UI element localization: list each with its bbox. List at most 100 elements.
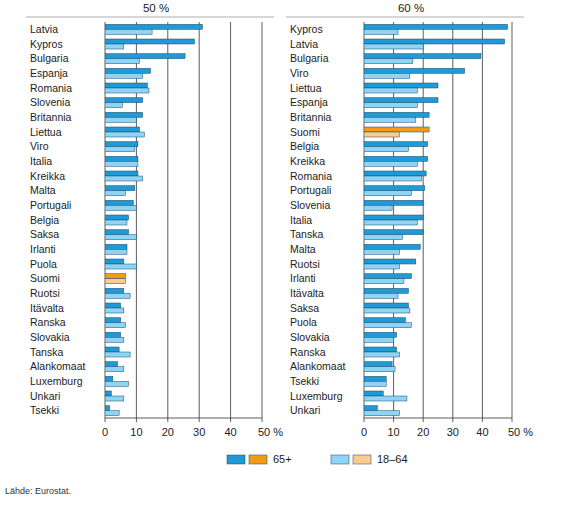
category-label: Tsekki: [30, 404, 59, 416]
grid-line: [512, 22, 513, 422]
grid-line: [262, 22, 263, 422]
legend-swatch: [353, 455, 371, 464]
bar: [105, 127, 140, 132]
bar: [364, 220, 417, 225]
category-label: Romania: [30, 82, 72, 94]
category-label: Kreikka: [290, 155, 325, 167]
bar: [364, 274, 411, 279]
bar: [364, 381, 386, 386]
bar: [364, 127, 429, 132]
tick-label: 20: [162, 426, 174, 438]
bar: [364, 396, 407, 401]
category-label: Bulgaria: [30, 52, 69, 64]
category-label: Ruotsi: [30, 287, 60, 299]
category-label: Liettua: [290, 82, 322, 94]
bar: [364, 367, 395, 372]
bar: [105, 347, 119, 352]
category-label: Saksa: [290, 302, 319, 314]
bar: [364, 117, 416, 122]
tick-label: 50 %: [258, 426, 283, 438]
category-label: Malta: [30, 184, 56, 196]
title-rule: [286, 17, 524, 18]
category-label: Suomi: [30, 272, 60, 284]
panel: 50 %01020304050 %LatviaKyprosBulgariaEsp…: [26, 2, 283, 438]
bar: [364, 44, 423, 49]
category-label: Puola: [290, 316, 317, 328]
category-label: Irlanti: [30, 243, 56, 255]
panel: 60 %01020304050 %KyprosLatviaBulgariaVir…: [286, 2, 533, 438]
axis-line: [364, 418, 512, 419]
bar: [105, 147, 135, 152]
bar: [364, 215, 423, 220]
bar: [364, 98, 438, 103]
category-label: Belgia: [290, 140, 319, 152]
bar: [105, 259, 124, 264]
bar: [105, 205, 136, 210]
title: 50 %: [143, 2, 169, 14]
bar: [105, 293, 130, 298]
tick-label: 10: [130, 426, 142, 438]
bar: [364, 288, 408, 293]
category-label: Saksa: [30, 228, 59, 240]
category-label: Italia: [290, 214, 312, 226]
grid-line: [167, 22, 168, 422]
category-label: Irlanti: [290, 272, 316, 284]
bar: [105, 200, 133, 205]
category-label: Slovenia: [30, 96, 70, 108]
tick-label: 40: [476, 426, 488, 438]
category-label: Viro: [290, 67, 309, 79]
title: 60 %: [398, 2, 424, 14]
bar: [105, 308, 124, 313]
bar: [364, 411, 400, 416]
source: Lähde: Eurostat.: [5, 486, 71, 496]
bar: [364, 376, 386, 381]
bar: [105, 39, 194, 44]
bar: [364, 171, 426, 176]
bar: [364, 391, 383, 396]
bar: [364, 112, 429, 117]
bar: [105, 264, 136, 269]
category-label: Portugali: [290, 184, 331, 196]
bar: [105, 171, 138, 176]
bar: [364, 156, 428, 161]
bar: [364, 176, 422, 181]
category-label: Tanska: [290, 228, 323, 240]
tick-label: 0: [102, 426, 108, 438]
bar: [364, 147, 408, 152]
category-label: Luxemburg: [290, 390, 343, 402]
bar: [105, 337, 124, 342]
category-label: Itävalta: [290, 287, 324, 299]
bar: [105, 362, 118, 367]
category-label: Malta: [290, 243, 316, 255]
category-label: Ruotsi: [290, 258, 320, 270]
category-label: Kypros: [290, 23, 323, 35]
bar: [105, 112, 143, 117]
category-label: Bulgaria: [290, 52, 329, 64]
bar: [364, 103, 417, 108]
bar: [105, 391, 111, 396]
bar: [105, 117, 136, 122]
legend-swatch: [331, 455, 349, 464]
category-label: Italia: [30, 155, 52, 167]
category-label: Unkari: [30, 390, 60, 402]
category-label: Itävalta: [30, 302, 64, 314]
bar: [364, 205, 392, 210]
category-label: Alankomaat: [30, 360, 86, 372]
bar: [364, 88, 417, 93]
category-label: Portugali: [30, 199, 71, 211]
legend-label: 65+: [273, 453, 292, 465]
grid-line: [452, 22, 453, 422]
bar: [105, 88, 149, 93]
bar: [364, 323, 411, 328]
bar: [364, 161, 417, 166]
category-label: Unkari: [290, 404, 320, 416]
category-label: Latvia: [30, 23, 58, 35]
bar: [105, 186, 135, 191]
bar: [364, 191, 411, 196]
category-label: Puola: [30, 258, 57, 270]
bar: [364, 259, 416, 264]
bar: [364, 59, 413, 64]
category-label: Slovakia: [30, 331, 70, 343]
bar: [364, 24, 508, 29]
bar: [105, 367, 124, 372]
